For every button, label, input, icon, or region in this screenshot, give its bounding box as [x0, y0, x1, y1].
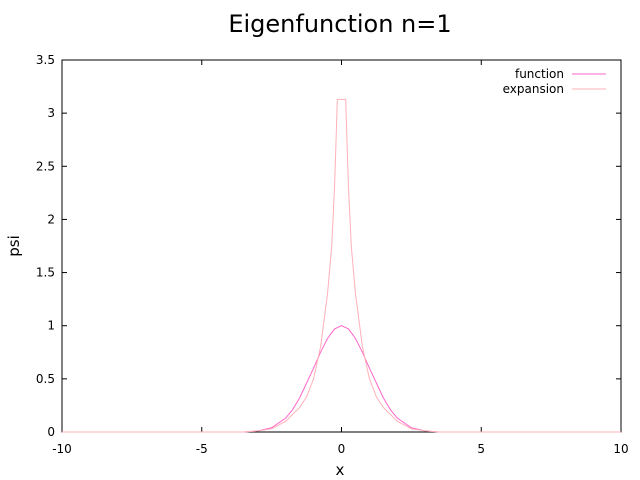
legend-label-function: function [515, 67, 564, 81]
y-tick-label: 1.5 [36, 266, 55, 280]
x-tick-label: 10 [613, 442, 628, 456]
x-tick-label: 5 [477, 442, 485, 456]
series-line-expansion [62, 98, 621, 433]
y-tick-label: 2.5 [36, 159, 55, 173]
x-tick-label: -5 [196, 442, 208, 456]
series-lines [62, 98, 621, 433]
x-tick-label: -10 [52, 442, 72, 456]
y-tick-label: 0 [47, 425, 55, 439]
y-tick-label: 0.5 [36, 372, 55, 386]
y-tick-label: 2 [47, 212, 55, 226]
plot-area-border [61, 59, 622, 433]
chart-title: Eigenfunction n=1 [228, 10, 451, 38]
x-axis-label: x [336, 461, 345, 479]
x-tick-label: 0 [338, 442, 346, 456]
axis-ticks: -10 -5 0 5 10 0 0.5 1 1.5 2 2.5 3 3.5 [36, 53, 629, 456]
y-tick-label: 1 [47, 319, 55, 333]
y-tick-label: 3.5 [36, 53, 55, 67]
y-axis-label: psi [5, 235, 23, 257]
legend-label-expansion: expansion [503, 82, 564, 96]
y-tick-label: 3 [47, 106, 55, 120]
series-line-function [62, 325, 621, 433]
